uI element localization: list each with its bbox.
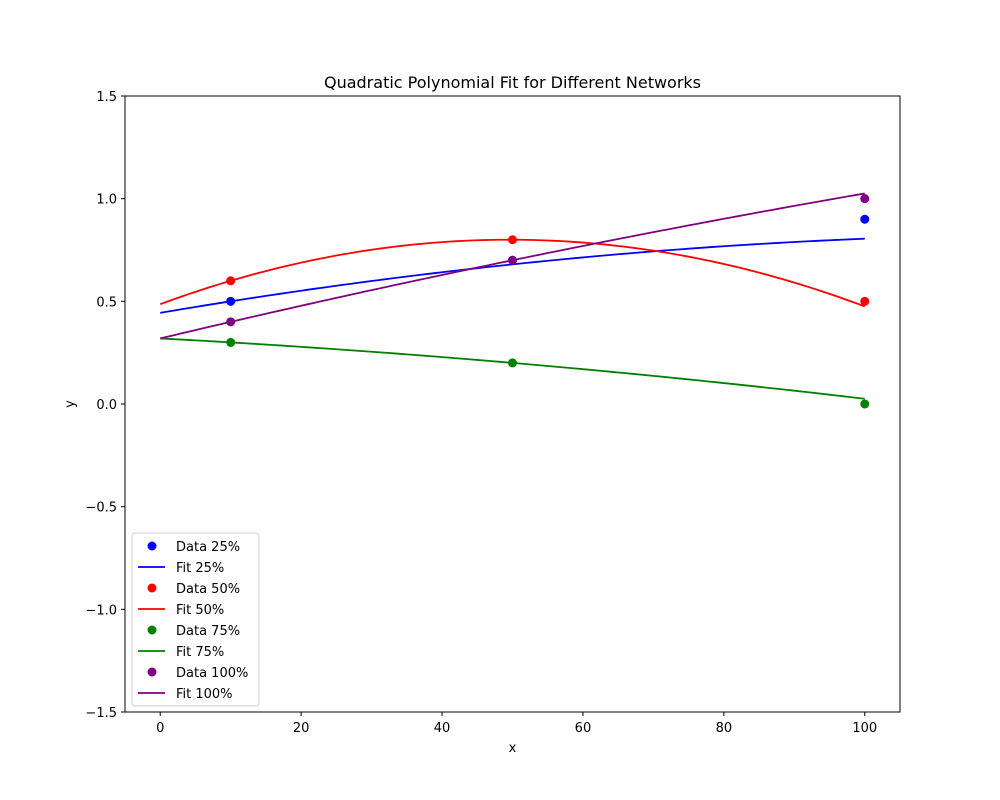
legend-marker-swatch xyxy=(147,625,157,635)
legend-entry-label: Fit 75% xyxy=(176,645,224,660)
legend-entry-label: Fit 100% xyxy=(176,687,233,702)
data-point-6-2 xyxy=(860,194,870,204)
legend-entry-label: Fit 50% xyxy=(176,603,224,618)
data-point-6-0 xyxy=(226,317,236,327)
legend-box xyxy=(131,532,260,707)
legend-marker-swatch xyxy=(147,583,157,593)
y-axis-label: y xyxy=(63,400,78,408)
legend-entry-label: Data 25% xyxy=(176,540,240,555)
legend-entry-label: Data 75% xyxy=(176,624,240,639)
y-axis-ticks: −1.5 −1.0 −0.5 0.0 0.5 1.0 1.5 xyxy=(85,90,125,721)
x-tick-label: 100 xyxy=(852,721,877,736)
plot-series-group xyxy=(159,192,870,409)
x-tick-label: 60 xyxy=(575,721,592,736)
data-point-4-2 xyxy=(860,399,870,409)
x-tick-label: 20 xyxy=(293,721,310,736)
x-axis-ticks: 0 20 40 60 80 100 xyxy=(156,712,877,736)
legend-entry-label: Fit 25% xyxy=(176,561,224,576)
data-point-0-2 xyxy=(860,214,870,224)
data-point-4-0 xyxy=(226,337,236,347)
legend-marker-swatch xyxy=(147,541,157,551)
x-tick-label: 0 xyxy=(156,721,164,736)
data-points xyxy=(226,194,870,409)
chart-title: Quadratic Polynomial Fit for Different N… xyxy=(324,73,701,92)
data-point-4-1 xyxy=(508,358,517,368)
x-tick-label: 80 xyxy=(716,721,733,736)
data-point-0-0 xyxy=(226,296,236,306)
y-tick-label: 1.0 xyxy=(96,193,117,208)
data-point-6-1 xyxy=(508,255,517,265)
data-point-2-2 xyxy=(860,296,870,306)
legend-entry-label: Data 50% xyxy=(176,582,240,597)
data-point-2-0 xyxy=(226,276,236,286)
y-tick-label: −1.5 xyxy=(85,706,117,721)
x-tick-label: 40 xyxy=(434,721,451,736)
legend-entry-label: Data 100% xyxy=(176,666,248,681)
y-tick-label: 1.5 xyxy=(96,90,117,105)
y-tick-label: −1.0 xyxy=(85,603,117,618)
legend-marker-swatch xyxy=(147,667,157,677)
legend: Data 25% Fit 25% Data 50% Fit 50% Data 75% Fi… xyxy=(131,532,260,707)
data-point-2-1 xyxy=(508,235,517,245)
y-tick-label: −0.5 xyxy=(85,501,117,516)
y-tick-label: 0.0 xyxy=(96,398,117,413)
y-tick-label: 0.5 xyxy=(96,295,117,310)
x-axis-label: x xyxy=(509,741,517,756)
